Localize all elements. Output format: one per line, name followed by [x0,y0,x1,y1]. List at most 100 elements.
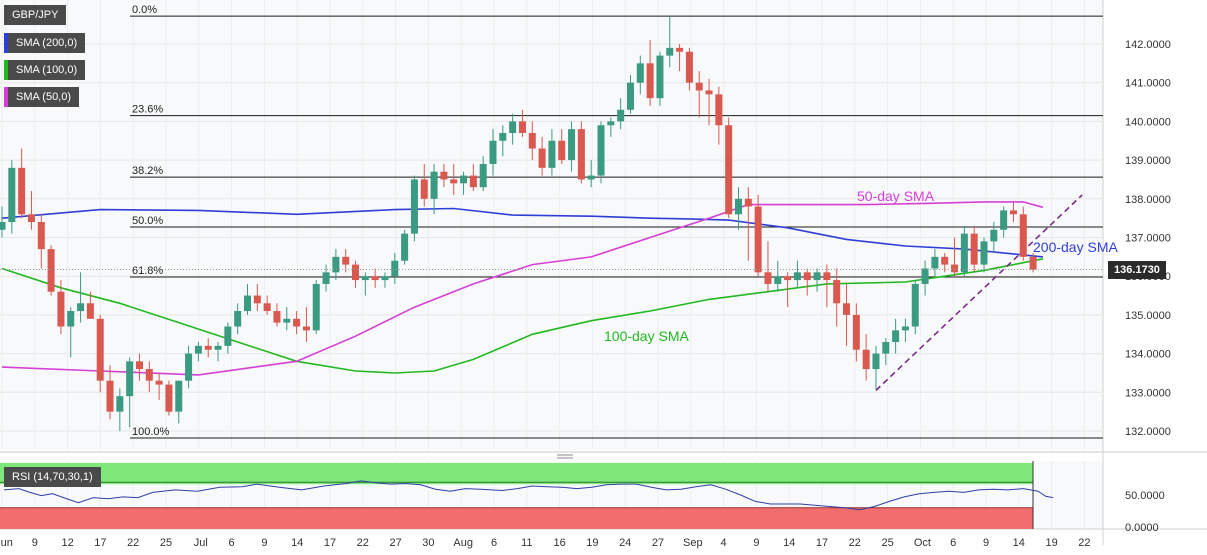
candle-body [597,125,605,176]
candle-body [332,256,340,273]
candle-body [155,380,163,385]
candle-body [302,326,310,331]
candle-body [852,314,860,350]
candle-body [440,171,448,180]
candle-body [695,82,703,91]
candle-body [244,295,251,312]
candle-body [1029,256,1037,270]
candle-body [980,241,988,265]
candle-body [764,272,772,284]
candle-body [990,229,998,242]
candle-body [617,109,625,122]
time-tick-label: 14 [1013,537,1025,549]
price-tick-label: 142.0000 [1125,39,1171,51]
candle-body [37,222,45,250]
time-tick-label: 6 [229,537,235,549]
sma200-annotation: 200-day SMA [1033,239,1118,255]
candle-body [361,276,369,281]
candle-body [322,272,330,284]
legend-sma200-label: SMA (200,0) [16,37,78,49]
candle-body [410,179,418,234]
candle-body [901,326,909,331]
candle-body [607,121,615,126]
fib-level-label: 0.0% [132,4,157,16]
legend-sma50[interactable]: SMA (50,0) [4,87,80,107]
candle-body [77,303,85,312]
candle-body [626,82,634,110]
price-tick-label: 133.0000 [1125,387,1171,399]
candle-body [126,361,134,397]
time-tick-label: 14 [291,537,303,549]
rsi-overbought-zone [0,463,1033,485]
candle-body [450,179,458,184]
candle-body [214,345,222,350]
candle-body [312,283,320,331]
candle-body [744,198,752,207]
candle-body [911,283,919,327]
candle-body [793,272,801,281]
candle-body [8,167,16,223]
candle-body [293,318,301,327]
price-tick-label: 137.0000 [1125,233,1171,245]
legend-sma100-swatch [4,60,8,80]
legend-sma50-label: SMA (50,0) [16,91,72,103]
price-tick-label: 140.0000 [1125,116,1171,128]
legend-sma200[interactable]: SMA (200,0) [4,33,86,53]
candle-body [342,256,350,265]
candle-body [970,233,978,265]
candle-body [273,311,281,323]
candle-body [784,276,792,281]
candle-body [823,272,831,281]
support-trendline [875,194,1083,391]
candle-body [106,380,114,412]
candle-body [175,380,183,412]
time-tick-label: 22 [127,537,139,549]
time-tick-label: Sep [683,537,703,549]
candle-body [116,396,124,412]
candle-body [145,369,153,381]
candle-body [892,330,900,342]
candle-body [754,206,762,273]
legend-sma100[interactable]: SMA (100,0) [4,60,86,80]
time-tick-label: 22 [1078,537,1090,549]
candle-body [381,276,389,281]
price-tick-label: 132.0000 [1125,426,1171,438]
candle-body [479,163,487,188]
candle-body [371,276,379,281]
time-tick-label: Jun [0,537,13,549]
candle-body [833,280,841,304]
candle-body [469,175,477,188]
candle-body [656,55,664,99]
candle-body [224,326,232,346]
candle-body [538,148,546,168]
time-tick-label: 25 [160,537,172,549]
fib-level-label: 100.0% [132,426,170,438]
candle-body [548,140,556,168]
candle-body [1019,214,1027,257]
time-tick-label: 9 [261,537,267,549]
rsi-tick-label: 0.0000 [1125,522,1159,534]
candle-body [921,268,929,284]
candle-body [401,233,409,261]
legend-symbol: GBP/JPY [4,5,67,25]
candle-body [263,303,271,312]
time-tick-label: 17 [94,537,106,549]
rsi-oversold-zone [0,507,1033,529]
time-tick-label: 14 [783,537,795,549]
candle-body [96,318,104,381]
time-tick-label: 19 [586,537,598,549]
last-price-tag: 136.1730 [1108,261,1166,279]
time-tick-label: Oct [914,537,931,549]
candle-body [636,63,644,83]
legend-rsi[interactable]: RSI (14,70,30,1) [4,467,101,487]
candle-body [86,303,94,319]
candle-body [528,133,536,149]
candle-body [666,47,674,56]
time-tick-label: 16 [553,537,565,549]
legend-sma200-swatch [4,33,8,53]
candle-body [253,295,261,304]
sma100-line [1,258,1044,374]
candle-body [1009,210,1017,215]
